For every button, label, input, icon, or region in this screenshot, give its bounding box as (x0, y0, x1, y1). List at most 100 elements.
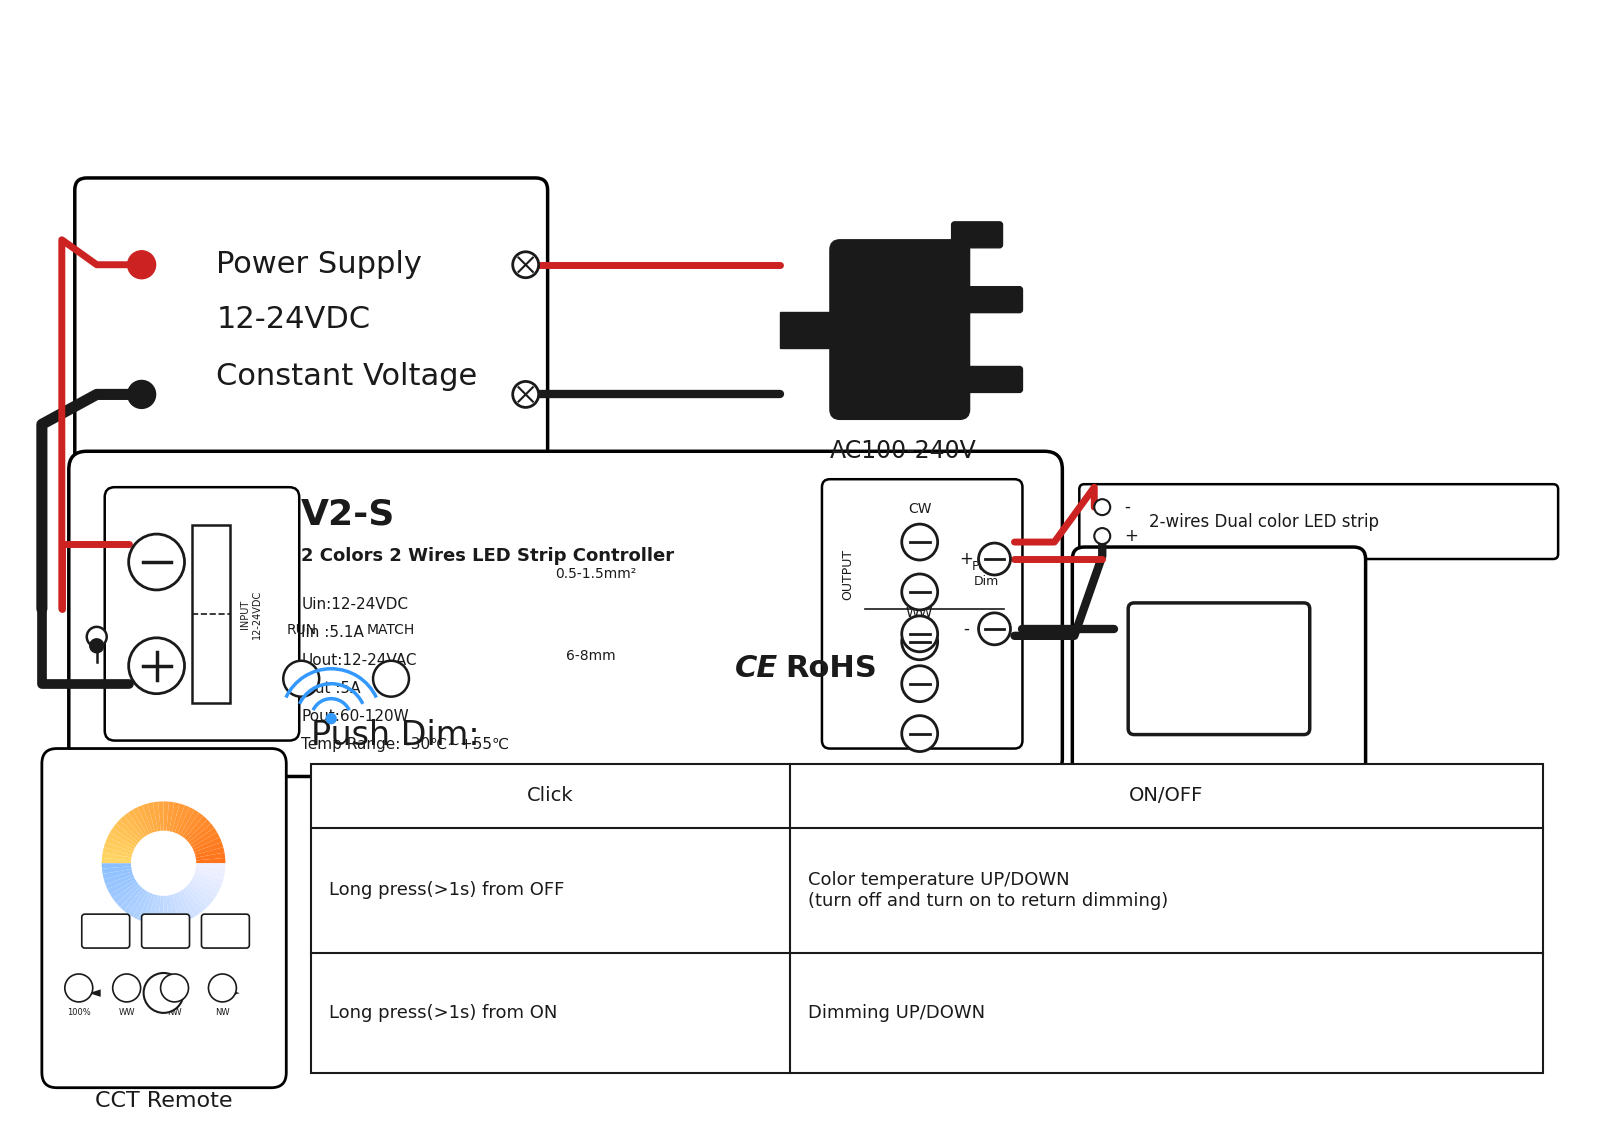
Text: 0.5-1.5mm²: 0.5-1.5mm² (555, 567, 637, 581)
Circle shape (208, 974, 237, 1001)
Circle shape (902, 624, 938, 659)
Wedge shape (128, 864, 163, 917)
Circle shape (902, 616, 938, 651)
Wedge shape (163, 864, 218, 899)
FancyBboxPatch shape (962, 287, 1022, 313)
Wedge shape (163, 816, 208, 864)
Wedge shape (117, 820, 163, 864)
Text: Iin :5.1A: Iin :5.1A (301, 624, 365, 640)
Wedge shape (163, 842, 224, 864)
Wedge shape (163, 864, 198, 917)
Text: Push Dim:: Push Dim: (312, 719, 480, 752)
Wedge shape (154, 802, 163, 864)
Wedge shape (163, 864, 174, 925)
Wedge shape (128, 809, 163, 864)
Wedge shape (163, 864, 184, 924)
Circle shape (128, 380, 155, 409)
Wedge shape (163, 864, 226, 874)
Wedge shape (163, 864, 195, 919)
Wedge shape (142, 804, 163, 864)
Wedge shape (104, 842, 163, 864)
Wedge shape (123, 813, 163, 864)
Text: NW: NW (214, 1008, 230, 1017)
Text: V2-S: V2-S (301, 497, 395, 531)
Text: 2 Colors 2 Wires LED Strip Controller: 2 Colors 2 Wires LED Strip Controller (301, 548, 674, 564)
Text: CE: CE (734, 654, 779, 683)
Wedge shape (163, 864, 222, 890)
Wedge shape (102, 847, 163, 864)
FancyBboxPatch shape (202, 914, 250, 948)
Text: Uout:12-24VAC: Uout:12-24VAC (301, 653, 416, 667)
Wedge shape (163, 864, 224, 884)
Wedge shape (163, 805, 190, 864)
Text: Color temperature UP/DOWN
(turn off and turn on to return dimming): Color temperature UP/DOWN (turn off and … (808, 870, 1168, 910)
Wedge shape (110, 864, 163, 899)
Text: 2-wires Dual color LED strip: 2-wires Dual color LED strip (1149, 513, 1379, 531)
Circle shape (1094, 528, 1110, 544)
FancyBboxPatch shape (82, 914, 130, 948)
Wedge shape (163, 828, 218, 864)
Text: Dimming UP/DOWN: Dimming UP/DOWN (808, 1004, 986, 1022)
FancyBboxPatch shape (1072, 548, 1366, 790)
Wedge shape (106, 837, 163, 864)
Text: MATCH: MATCH (366, 623, 414, 637)
Wedge shape (147, 864, 163, 925)
Circle shape (283, 660, 318, 697)
Text: Constant Voltage: Constant Voltage (216, 361, 478, 391)
Bar (781, 312, 845, 348)
Circle shape (66, 974, 93, 1001)
Wedge shape (133, 864, 163, 919)
Wedge shape (163, 864, 211, 907)
Text: -: - (1125, 498, 1130, 516)
FancyBboxPatch shape (104, 488, 299, 741)
FancyBboxPatch shape (952, 221, 1003, 247)
Circle shape (160, 974, 189, 1001)
Wedge shape (163, 809, 198, 864)
Wedge shape (114, 823, 163, 864)
Circle shape (979, 613, 1011, 645)
Wedge shape (163, 864, 219, 894)
FancyBboxPatch shape (830, 239, 970, 419)
Wedge shape (102, 864, 163, 879)
Wedge shape (102, 858, 163, 864)
Text: Push Switch: Push Switch (1160, 659, 1277, 679)
Circle shape (979, 543, 1011, 575)
Text: AC100-240V: AC100-240V (830, 439, 976, 463)
FancyBboxPatch shape (1080, 484, 1558, 559)
Wedge shape (163, 803, 179, 864)
Wedge shape (163, 864, 224, 879)
FancyBboxPatch shape (822, 479, 1022, 749)
Bar (605, 598, 634, 633)
Circle shape (902, 574, 938, 610)
Text: INPUT
12-24VDC: INPUT 12-24VDC (240, 589, 262, 639)
Text: Push
Dim: Push Dim (971, 560, 1002, 588)
Circle shape (512, 252, 539, 278)
Wedge shape (163, 813, 203, 864)
Wedge shape (142, 864, 163, 924)
Wedge shape (158, 864, 163, 925)
Wedge shape (102, 864, 163, 874)
Wedge shape (110, 828, 163, 864)
Wedge shape (120, 864, 163, 911)
FancyBboxPatch shape (42, 749, 286, 1087)
Wedge shape (163, 858, 226, 864)
Wedge shape (120, 816, 163, 864)
Wedge shape (163, 820, 211, 864)
Wedge shape (163, 807, 195, 864)
Circle shape (1094, 499, 1110, 515)
FancyBboxPatch shape (75, 178, 547, 481)
Text: WW: WW (906, 606, 933, 620)
Circle shape (902, 666, 938, 701)
Wedge shape (163, 852, 226, 864)
Text: Pout:60-120W: Pout:60-120W (301, 709, 410, 724)
Text: Temp Range: -30℃~+55℃: Temp Range: -30℃~+55℃ (301, 736, 509, 752)
Wedge shape (163, 864, 179, 925)
Wedge shape (138, 864, 163, 921)
Wedge shape (163, 823, 214, 864)
Bar (192, 525, 230, 702)
Circle shape (128, 638, 184, 693)
Circle shape (86, 627, 107, 647)
Wedge shape (133, 807, 163, 864)
Wedge shape (163, 864, 208, 911)
Circle shape (902, 524, 938, 560)
